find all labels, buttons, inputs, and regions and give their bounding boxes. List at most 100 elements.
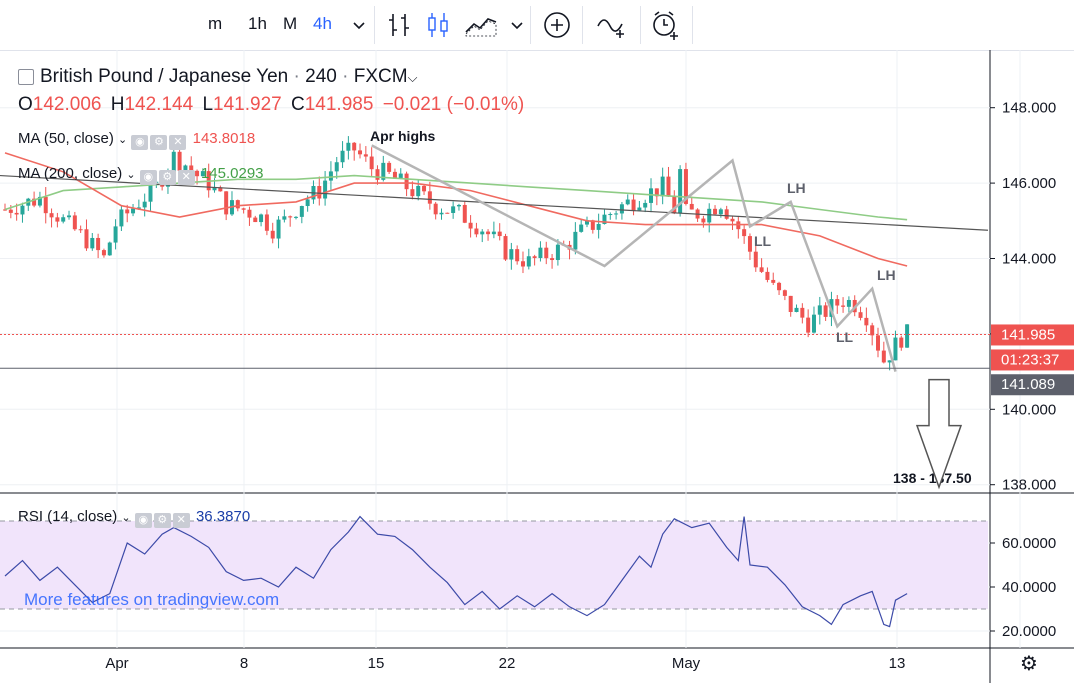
candle-body (689, 203, 694, 210)
candle-body (195, 170, 200, 177)
interval-minutes[interactable]: m (208, 14, 223, 33)
candle-body (142, 201, 147, 208)
candle-body (515, 249, 520, 262)
candle-body (585, 220, 589, 225)
ma50-line (4, 152, 908, 267)
chevron-down-icon[interactable]: ⌵ (407, 70, 418, 85)
separator-dot: · (293, 66, 300, 87)
ma200-legend[interactable]: MA (200, close) ⌄ ◉ ⚙ ✕ 145.0293 (18, 165, 264, 185)
candle-body (235, 200, 240, 209)
watermark-link[interactable]: More features on tradingview.com (24, 590, 280, 609)
candle-body (381, 162, 386, 180)
add-indicator-icon[interactable] (540, 8, 574, 42)
candle-body (713, 208, 718, 215)
candle-body (113, 226, 118, 243)
candle-body (881, 350, 886, 363)
candle-body (107, 242, 112, 256)
candles-icon[interactable] (421, 8, 455, 42)
x-tick-label: May (672, 655, 701, 672)
rsi-legend[interactable]: RSI (14, close) ⌄ ◉ ⚙ ✕ 36.3870 (18, 508, 250, 528)
candle-body (456, 204, 461, 207)
close-icon[interactable]: ✕ (177, 170, 195, 185)
candle-body (422, 185, 427, 192)
ma50-legend[interactable]: MA (50, close) ⌄ ◉ ⚙ ✕ 143.8018 (18, 130, 255, 150)
chevron-down-icon[interactable] (504, 10, 530, 40)
candle-body (771, 279, 776, 283)
close-icon[interactable]: ✕ (169, 135, 187, 150)
candle-body (846, 299, 851, 307)
separator-dot: · (342, 66, 349, 87)
rsi-band (0, 521, 988, 609)
candle-body (416, 185, 421, 197)
candle-body (451, 206, 456, 214)
y-tick-label: 148.000 (1002, 100, 1056, 117)
annotation-label: LL (754, 233, 772, 249)
gear-icon[interactable]: ⚙ (1020, 653, 1038, 675)
chevron-down-icon[interactable]: ⌄ (126, 169, 136, 181)
chart-canvas[interactable]: Apr81522May13138.000140.000142.000144.00… (0, 50, 1074, 683)
y-tick-label: 140.000 (1002, 401, 1056, 418)
chevron-down-icon[interactable]: ⌄ (118, 134, 128, 146)
candle-body (276, 219, 281, 239)
interval-month[interactable]: M (283, 14, 298, 33)
compare-icon[interactable] (594, 8, 630, 42)
eye-icon[interactable]: ◉ (131, 135, 149, 150)
close-icon[interactable]: ✕ (172, 513, 190, 528)
chevron-down-icon[interactable]: ⌄ (121, 512, 131, 524)
candle-body (788, 295, 793, 312)
candle-body (707, 208, 712, 223)
candle-body (544, 247, 549, 259)
candle-body (358, 150, 363, 155)
candle-body (37, 196, 42, 206)
candle-body (538, 247, 543, 258)
last-price-tag-bg (991, 324, 1074, 346)
candle-body (14, 212, 19, 215)
candle-body (701, 218, 706, 223)
candle-body (637, 207, 642, 211)
candle-body (870, 325, 875, 336)
interval-4h[interactable]: 4h (313, 14, 332, 33)
low-label: L (202, 94, 214, 115)
candle-body (90, 237, 95, 249)
high-value: 142.144 (124, 94, 194, 115)
interval-1h[interactable]: 1h (248, 14, 267, 33)
candle-body (445, 212, 450, 214)
alarm-clock-icon[interactable] (648, 8, 682, 42)
candle-body (253, 217, 258, 223)
candle-body (602, 214, 607, 224)
price-axis: Apr81522May13138.000140.000142.000144.00… (105, 100, 1074, 672)
eye-icon[interactable]: ◉ (139, 170, 157, 185)
gear-icon[interactable]: ⚙ (150, 135, 168, 150)
change-value: −0.021 (−0.01%) (382, 94, 525, 115)
candle-body (61, 217, 66, 222)
candle-body (8, 209, 13, 213)
last-price-tag: 141.985 (1001, 326, 1055, 343)
area-chart-icon[interactable] (462, 8, 502, 42)
candle-body (520, 261, 525, 267)
candle-body (270, 230, 275, 239)
candle-body (573, 231, 578, 250)
candle-body (486, 231, 491, 235)
y-tick-label: 20.0000 (1002, 623, 1056, 640)
candle-body (20, 205, 25, 215)
eye-icon[interactable]: ◉ (134, 513, 152, 528)
gear-icon[interactable]: ⚙ (153, 513, 171, 528)
bar-chart-icon[interactable] (383, 8, 417, 42)
candle-body (259, 214, 264, 223)
chevron-down-icon[interactable] (346, 10, 372, 40)
symbol-legend[interactable]: British Pound / Japanese Yen · 240 · FXC… (18, 66, 417, 88)
candle-body (119, 209, 124, 227)
annotations: Apr highs LH LL LH LL 138 - 137.50 (370, 128, 972, 490)
high-label: H (110, 94, 125, 115)
candle-body (497, 231, 502, 237)
candle-body (439, 212, 444, 215)
x-tick-label: 8 (240, 655, 248, 672)
candle-body (404, 173, 409, 190)
symbol-name: British Pound / Japanese Yen (40, 66, 289, 87)
candle-body (753, 251, 758, 268)
candle-body (317, 185, 322, 199)
candle-body (660, 176, 665, 197)
y-tick-label: 40.0000 (1002, 579, 1056, 596)
gear-icon[interactable]: ⚙ (158, 170, 176, 185)
collapse-icon[interactable] (18, 69, 34, 85)
